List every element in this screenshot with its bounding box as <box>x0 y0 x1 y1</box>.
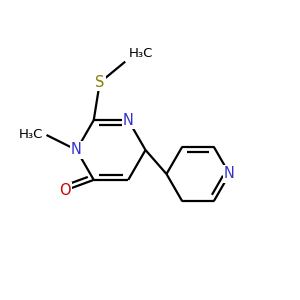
Text: N: N <box>224 167 235 182</box>
Text: O: O <box>59 183 71 198</box>
Text: N: N <box>71 142 82 158</box>
Text: N: N <box>123 112 134 128</box>
Text: S: S <box>95 75 104 90</box>
Text: H₃C: H₃C <box>128 47 153 60</box>
Text: H₃C: H₃C <box>19 128 44 142</box>
